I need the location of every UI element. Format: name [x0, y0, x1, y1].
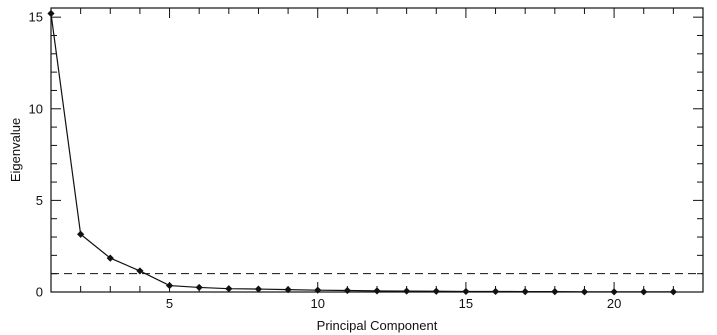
- data-point: [610, 288, 618, 296]
- data-point: [580, 288, 589, 296]
- data-point: [47, 9, 55, 18]
- data-point: [136, 267, 144, 275]
- data-point: [462, 287, 470, 296]
- x-axis-title: Principal Component: [317, 318, 438, 333]
- data-point: [254, 285, 263, 293]
- x-tick-label: 10: [310, 296, 324, 311]
- x-tick-label: 20: [607, 296, 621, 311]
- y-axis-title-group: Eigenvalue: [8, 118, 23, 182]
- y-tick-label: 5: [36, 193, 43, 208]
- series-line: [50, 13, 674, 293]
- data-point: [669, 288, 677, 296]
- data-point: [195, 283, 203, 292]
- data-point: [640, 288, 648, 296]
- data-point: [314, 286, 322, 294]
- y-tick-label: 15: [29, 10, 43, 25]
- data-point: [551, 288, 559, 296]
- data-point: [284, 286, 292, 294]
- y-tick-label: 0: [36, 285, 43, 300]
- x-tick-labels: 5 10 15 20: [166, 296, 621, 311]
- y-tick-labels: 0 5 10 15: [29, 10, 43, 300]
- axis-ticks: [50, 8, 704, 293]
- data-point: [432, 287, 440, 295]
- data-point: [165, 281, 174, 290]
- data-point: [373, 287, 381, 295]
- data-point: [106, 254, 114, 262]
- plot-frame: [50, 7, 704, 293]
- x-tick-label: 15: [459, 296, 473, 311]
- x-tick-label: 5: [166, 296, 173, 311]
- data-point: [225, 285, 233, 293]
- data-point: [403, 287, 411, 295]
- data-point: [77, 230, 85, 238]
- y-tick-label: 10: [29, 101, 43, 116]
- data-point: [521, 288, 529, 296]
- data-point: [491, 287, 500, 296]
- series-markers: [47, 9, 677, 296]
- y-axis-title: Eigenvalue: [8, 118, 23, 182]
- data-point: [343, 286, 351, 295]
